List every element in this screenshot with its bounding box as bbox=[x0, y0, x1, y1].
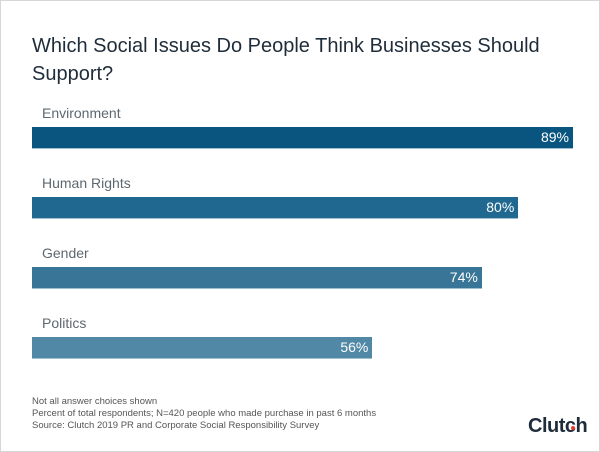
data-label: 56% bbox=[340, 339, 369, 355]
data-label: 80% bbox=[486, 199, 515, 215]
bar-politics: 56% bbox=[32, 337, 373, 359]
logo-dot bbox=[571, 426, 575, 430]
note-source: Source: Clutch 2019 PR and Corporate Soc… bbox=[32, 420, 320, 431]
bar-environment: 89% bbox=[32, 127, 573, 149]
bar-gender: 74% bbox=[32, 267, 482, 289]
chart-title: Which Social Issues Do People Think Busi… bbox=[32, 35, 540, 85]
data-label: 74% bbox=[449, 269, 478, 285]
note-respondents: Percent of total respondents; N=420 peop… bbox=[32, 408, 377, 419]
category-label: Environment bbox=[42, 105, 121, 121]
category-label: Human Rights bbox=[42, 175, 131, 191]
clutch-logo: Clutch bbox=[528, 415, 588, 438]
category-label: Gender bbox=[42, 245, 89, 261]
logo-text: Clutch bbox=[528, 415, 588, 437]
note-choices: Not all answer choices shown bbox=[32, 396, 158, 407]
bar-human-rights: 80% bbox=[32, 197, 519, 219]
data-label: 89% bbox=[540, 129, 569, 145]
category-label: Politics bbox=[42, 315, 87, 331]
